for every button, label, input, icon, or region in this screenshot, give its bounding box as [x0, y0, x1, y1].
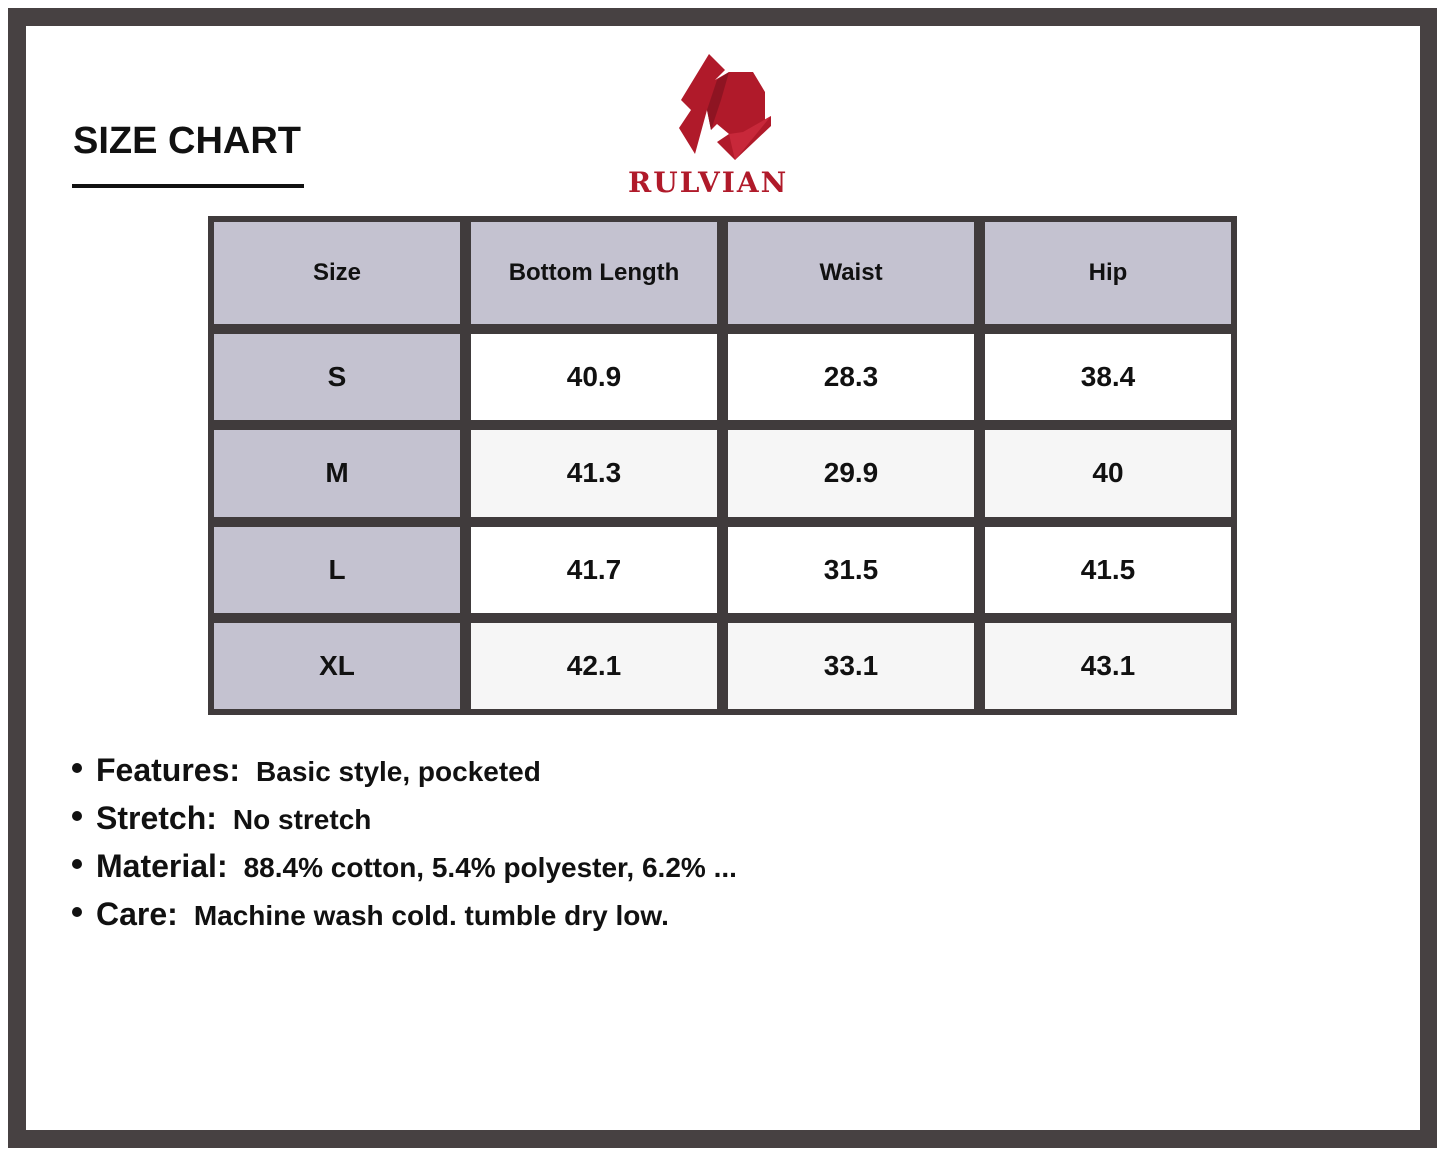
note-item: Material: 88.4% cotton, 5.4% polyester, 6… [72, 848, 737, 896]
note-label: Care: [96, 896, 178, 932]
measurement-cell: 31.5 [728, 526, 974, 613]
measurement-cell: 41.3 [471, 430, 717, 517]
page-title: SIZE CHART [73, 120, 301, 162]
measurement-cell: 41.5 [985, 526, 1231, 613]
measurement-cell: 40 [985, 430, 1231, 517]
brand-name: RULVIAN [628, 166, 789, 199]
measurement-cell: 33.1 [728, 622, 974, 709]
header-cell: Hip [985, 222, 1231, 324]
rulvian-r-logo-icon [679, 54, 771, 160]
note-label: Material: [96, 848, 228, 884]
size-cell: M [214, 430, 460, 517]
title-underline [72, 184, 304, 188]
note-label: Stretch: [96, 800, 217, 836]
note-label: Features: [96, 752, 241, 788]
note-value: Machine wash cold. tumble dry low. [193, 900, 669, 931]
product-notes: Features: Basic style, pocketed Stretch: No… [72, 752, 737, 944]
measurement-cell: 29.9 [728, 430, 974, 517]
note-value: 88.4% cotton, 5.4% polyester, 6.2% ... [243, 852, 737, 883]
note-value: No stretch [232, 804, 372, 835]
note-item: Stretch: No stretch [72, 800, 737, 848]
note-item: Care: Machine wash cold. tumble dry low. [72, 896, 737, 944]
size-table: Size Bottom Length Waist Hip S 40.9 28.3 38.4 M 4… [208, 216, 1237, 715]
measurement-cell: 40.9 [471, 334, 717, 421]
size-cell: XL [214, 622, 460, 709]
bullet-icon [72, 811, 82, 821]
measurement-cell: 41.7 [471, 526, 717, 613]
measurement-cell: 42.1 [471, 622, 717, 709]
note-item: Features: Basic style, pocketed [72, 752, 737, 800]
header-cell: Bottom Length [471, 222, 717, 324]
header-cell: Waist [728, 222, 974, 324]
bullet-icon [72, 859, 82, 869]
bullet-icon [72, 763, 82, 773]
measurement-cell: 38.4 [985, 334, 1231, 421]
header-cell: Size [214, 222, 460, 324]
size-cell: L [214, 526, 460, 613]
measurement-cell: 43.1 [985, 622, 1231, 709]
note-value: Basic style, pocketed [256, 756, 541, 787]
size-cell: S [214, 334, 460, 421]
bullet-icon [72, 907, 82, 917]
measurement-cell: 28.3 [728, 334, 974, 421]
